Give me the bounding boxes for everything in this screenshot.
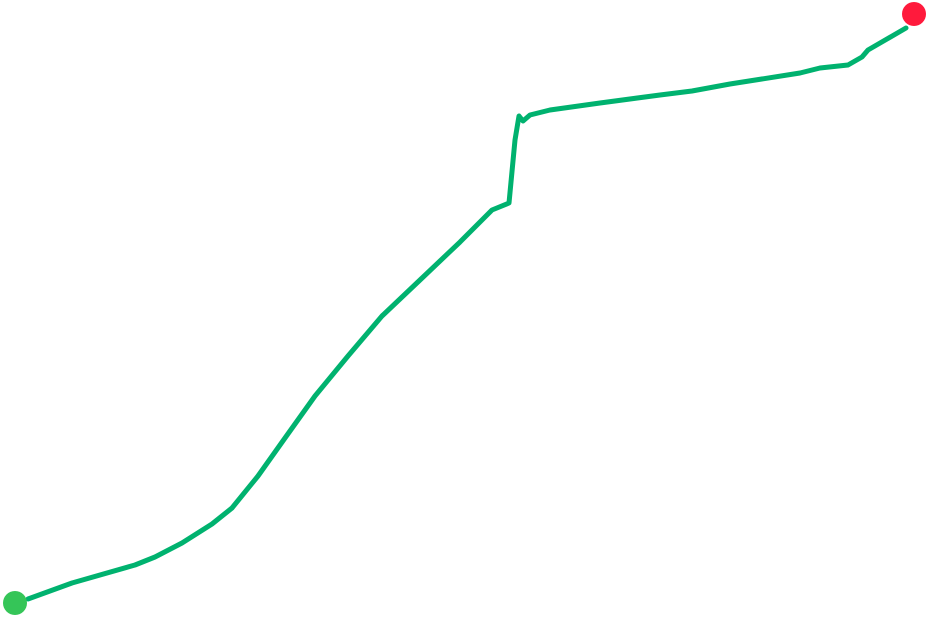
start-marker[interactable] xyxy=(3,591,27,615)
route-track xyxy=(25,25,909,602)
end-marker[interactable] xyxy=(902,2,926,26)
